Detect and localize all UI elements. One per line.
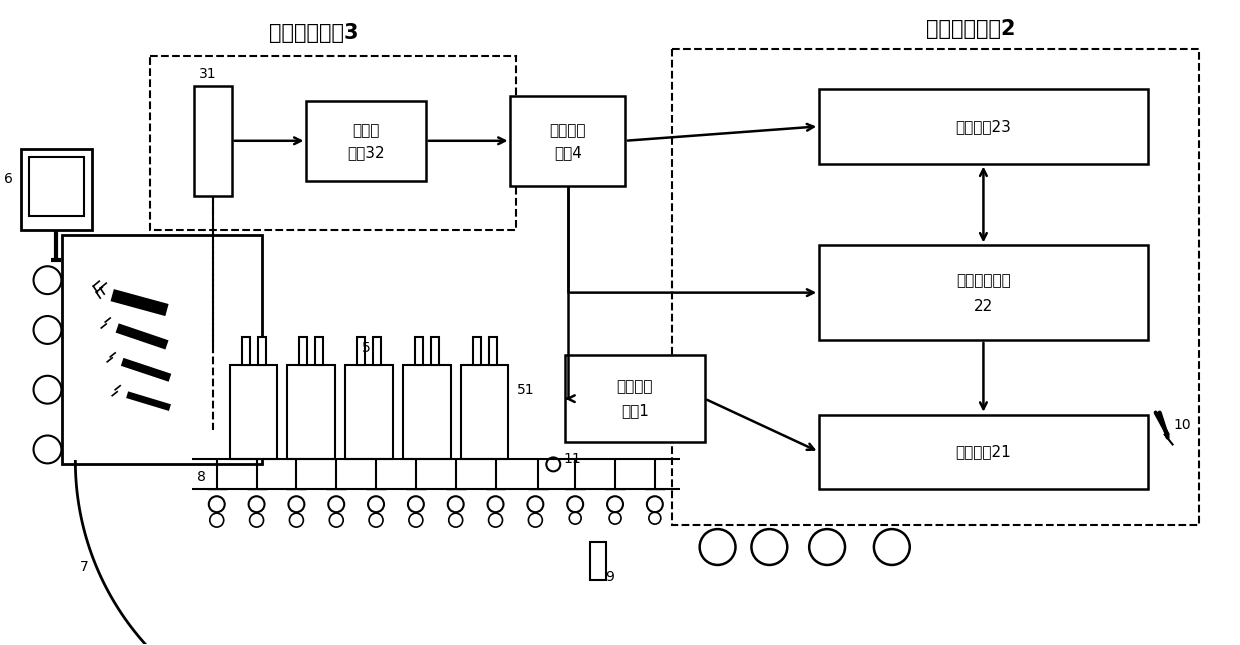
Bar <box>62 235 262 464</box>
Text: 31: 31 <box>198 67 217 81</box>
Text: 22: 22 <box>973 299 993 314</box>
Text: 10: 10 <box>1174 417 1192 432</box>
Bar <box>21 149 92 230</box>
Bar <box>590 542 606 580</box>
Text: 8: 8 <box>197 470 206 484</box>
Text: 图像采集单刔3: 图像采集单刔3 <box>269 23 358 43</box>
Bar <box>242 337 249 365</box>
Bar <box>345 365 393 459</box>
Bar <box>150 56 516 230</box>
Bar <box>403 365 450 459</box>
Text: 图像处理: 图像处理 <box>549 123 587 138</box>
Bar <box>489 337 496 365</box>
Bar <box>672 49 1199 525</box>
Text: 集卡32: 集卡32 <box>347 145 384 160</box>
Text: 校准模垅23: 校准模垅23 <box>956 119 1012 134</box>
Text: 位移检测: 位移检测 <box>616 379 653 394</box>
Bar <box>258 337 265 365</box>
Bar <box>430 337 439 365</box>
Bar <box>315 337 324 365</box>
Bar <box>820 89 1148 164</box>
Bar <box>373 337 381 365</box>
Bar <box>472 337 481 365</box>
Bar <box>820 245 1148 340</box>
Bar <box>29 157 84 217</box>
Text: 51: 51 <box>517 382 534 397</box>
Bar <box>193 86 232 195</box>
Bar <box>357 337 365 365</box>
Bar <box>299 337 308 365</box>
Bar <box>288 365 335 459</box>
Text: 位置跟踪模块: 位置跟踪模块 <box>956 273 1011 288</box>
Text: 单刔1: 单刔1 <box>621 403 649 418</box>
Text: 跟踪监控单刔2: 跟踪监控单刔2 <box>926 19 1016 39</box>
Bar <box>461 365 508 459</box>
Bar <box>565 355 704 442</box>
Bar <box>511 96 625 186</box>
Bar <box>415 337 423 365</box>
Bar <box>820 415 1148 490</box>
Text: 5: 5 <box>362 341 371 355</box>
Text: 9: 9 <box>605 570 615 584</box>
Text: 11: 11 <box>563 452 582 466</box>
Text: 计数模垅21: 计数模垅21 <box>956 444 1012 459</box>
Text: 图像采: 图像采 <box>352 123 379 138</box>
Text: 单刔4: 单刔4 <box>554 145 582 160</box>
Text: 6: 6 <box>4 172 14 186</box>
Bar <box>229 365 278 459</box>
Bar <box>306 101 425 181</box>
Text: 7: 7 <box>79 560 89 574</box>
